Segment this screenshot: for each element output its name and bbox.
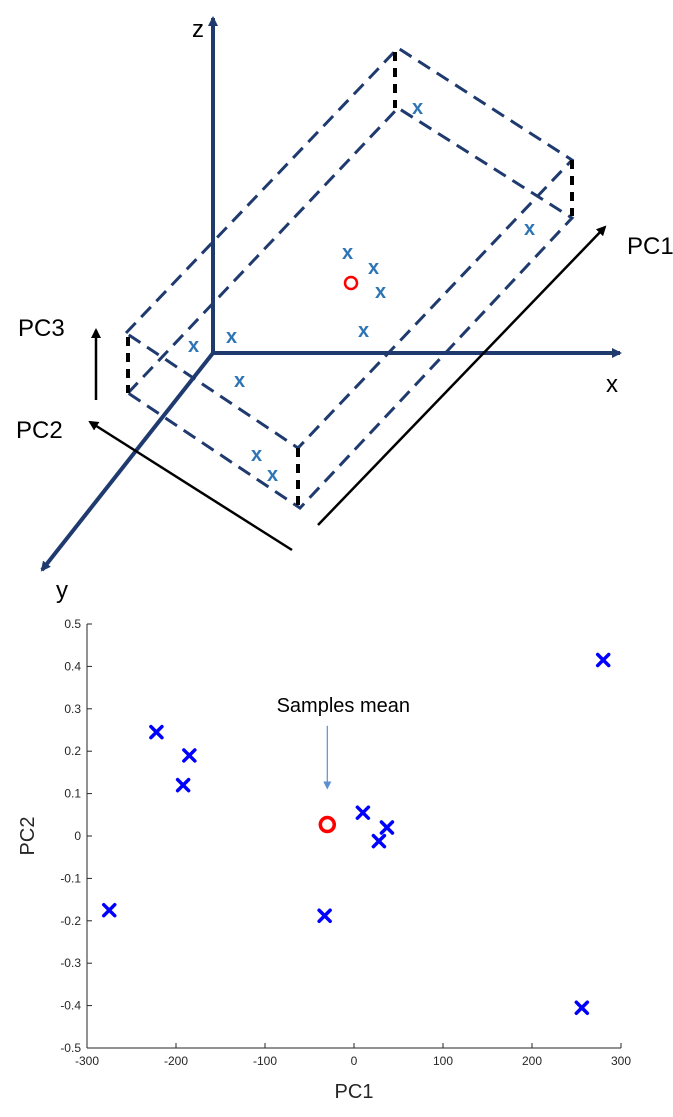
data-point-stroke	[574, 1000, 590, 1015]
annotation-text: Samples mean	[277, 695, 410, 717]
y-tick-label: 0.1	[64, 787, 81, 801]
sample-point: x	[267, 464, 278, 486]
data-point-stroke	[182, 748, 197, 763]
x-tick-label: -300	[75, 1054, 99, 1068]
x-axis-title: PC1	[335, 1081, 374, 1103]
y-tick-label: -0.5	[60, 1041, 81, 1055]
x-tick-label: -100	[253, 1054, 277, 1068]
pca-3d-diagram: z x y PC1 PC2 PC3 x x x x x x x x x x x	[16, 16, 673, 604]
y-tick-label: -0.3	[60, 956, 81, 970]
data-point-stroke	[379, 820, 395, 835]
y-axis-label: y	[56, 577, 68, 604]
data-point-x	[149, 724, 164, 740]
sample-point: x	[342, 242, 353, 264]
sample-point: x	[358, 320, 369, 342]
data-point-stroke	[371, 833, 387, 849]
box-inner-layer	[126, 106, 575, 510]
pc2-axis	[88, 420, 293, 552]
sample-points-3d: x x x x x x x x x x x	[188, 97, 535, 486]
data-point-x	[574, 1000, 590, 1015]
y-tick-label: 0.5	[64, 617, 81, 631]
y-tick-label: -0.1	[60, 871, 81, 885]
sample-point: x	[251, 444, 262, 466]
sample-point: x	[226, 326, 237, 348]
x-tick-label: 0	[351, 1054, 358, 1068]
y-axis	[40, 351, 215, 572]
pc1-axis	[317, 225, 607, 526]
mean-marker-3d	[343, 275, 359, 291]
data-point-x	[355, 805, 371, 820]
x-tick-label: 300	[611, 1054, 631, 1068]
data-point-stroke	[175, 777, 191, 793]
mean-point	[318, 815, 337, 834]
pc2-label: PC2	[16, 417, 63, 444]
y-tick-label: 0.2	[64, 744, 81, 758]
sample-point: x	[524, 218, 535, 240]
data-point-x	[595, 652, 611, 668]
box-thickness-edges	[126, 52, 574, 506]
data-point-stroke	[102, 902, 117, 918]
pc1-label: PC1	[627, 233, 673, 260]
data-point-x	[317, 908, 332, 923]
y-tick-label: 0.4	[64, 659, 81, 673]
sample-point: x	[412, 97, 423, 119]
data-point-x	[102, 902, 117, 918]
x-tick-label: 100	[433, 1054, 453, 1068]
data-point-stroke	[595, 652, 611, 668]
data-point-x	[379, 820, 395, 835]
x-tick-label: 200	[522, 1054, 542, 1068]
data-point-stroke	[149, 724, 164, 740]
y-axis-title: PC2	[17, 817, 39, 856]
data-point-stroke	[317, 908, 332, 923]
sample-point: x	[368, 257, 379, 279]
sample-point: x	[188, 335, 199, 357]
data-point-x	[175, 777, 191, 793]
y-tick-label: 0	[74, 829, 81, 843]
x-axis-label: x	[606, 371, 618, 398]
y-tick-label: -0.2	[60, 914, 81, 928]
pca-scatter-plot: -300 -200 -100 0 100 200 300 -0.5 -0.4 -0.3 -0.2 -0…	[17, 617, 631, 1103]
pc3-label: PC3	[18, 315, 65, 342]
z-axis-label: z	[192, 16, 204, 43]
data-point-x	[182, 748, 197, 763]
plot-ticks: -300 -200 -100 0 100 200 300 -0.5 -0.4 -0.3 -0.2 -0…	[60, 617, 631, 1068]
data-point-stroke	[355, 805, 371, 820]
sample-point: x	[234, 370, 245, 392]
y-tick-label: -0.4	[60, 999, 81, 1013]
plot-points	[102, 652, 611, 1015]
plot-axes	[86, 624, 621, 1049]
data-point-x	[371, 833, 387, 849]
x-tick-label: -200	[164, 1054, 188, 1068]
y-tick-label: 0.3	[64, 702, 81, 716]
sample-point: x	[375, 281, 386, 303]
